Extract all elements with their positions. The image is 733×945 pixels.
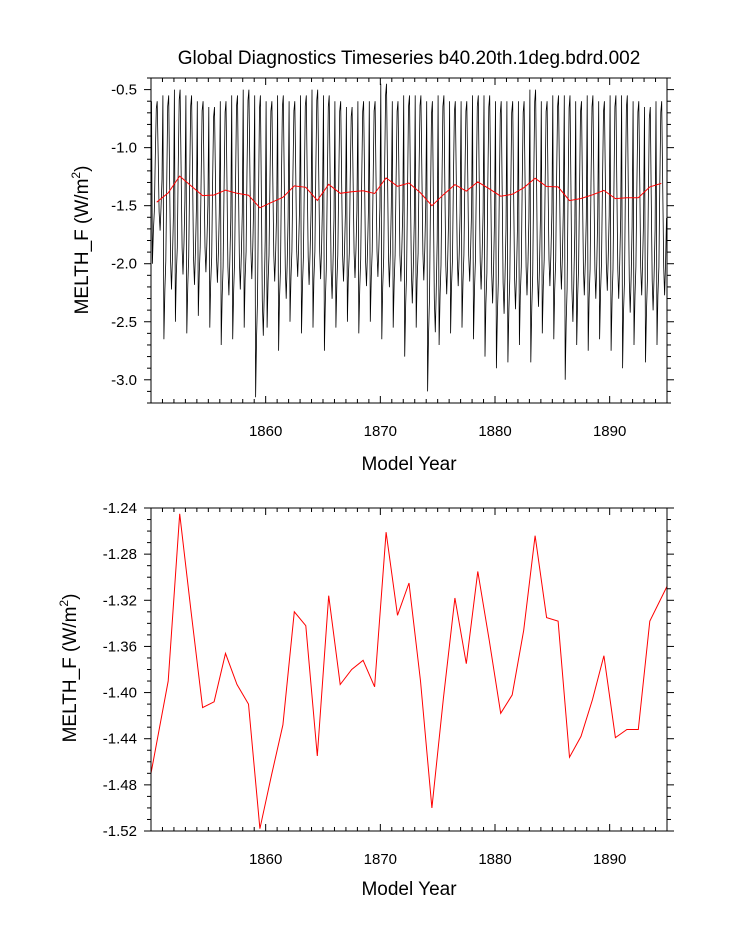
bottom-chart-frame [150, 507, 668, 832]
y-tick-label: -2.0 [111, 256, 137, 273]
y-tick-label: -1.48 [103, 777, 137, 794]
top-chart-xlabel: Model Year [361, 454, 457, 475]
top-chart-ylabel: MELTH_F (W/m2) [69, 166, 93, 315]
y-tick-label: -1.40 [103, 685, 137, 702]
x-tick-label: 1860 [249, 851, 282, 868]
x-tick-label: 1890 [593, 851, 626, 868]
chart-title: Global Diagnostics Timeseries b40.20th.1… [178, 48, 641, 69]
top-chart-ticks [144, 77, 674, 404]
bottom-chart-xtick-labels: 1860 1870 1880 1890 [249, 851, 626, 868]
bottom-chart-xlabel: Model Year [361, 879, 457, 900]
y-tick-label: -3.0 [111, 372, 137, 389]
bottom-chart-ytick-labels: -1.52 -1.48 -1.44 -1.40 -1.36 -1.32 -1.28 -1.24 [103, 500, 137, 840]
bottom-chart-ticks [144, 507, 674, 832]
bottom-chart: -1.52 -1.48 -1.44 -1.40 -1.36 -1.32 -1.28 -1.24… [57, 500, 674, 900]
series-line-annual-mean [150, 513, 668, 829]
x-tick-label: 1860 [249, 423, 282, 440]
series-line-annual-mean [156, 175, 662, 209]
top-chart-ylabel-close: ) [72, 166, 93, 172]
y-tick-label: -1.52 [103, 823, 137, 840]
top-chart: Global Diagnostics Timeseries b40.20th.1… [69, 48, 674, 475]
bottom-chart-ylabel-sup: 2 [57, 600, 71, 607]
y-tick-label: -1.28 [103, 546, 137, 563]
series-line-monthly [151, 83, 667, 398]
x-tick-label: 1880 [478, 423, 511, 440]
top-chart-ylabel-main: MELTH_F (W/m [72, 179, 93, 315]
top-chart-ytick-labels: -3.0 -2.5 -2.0 -1.5 -1.0 -0.5 [111, 82, 137, 389]
y-tick-label: -1.32 [103, 592, 137, 609]
y-tick-label: -1.5 [111, 198, 137, 215]
x-tick-label: 1880 [478, 851, 511, 868]
y-tick-label: -2.5 [111, 314, 137, 331]
y-tick-label: -1.36 [103, 638, 137, 655]
bottom-chart-series [150, 513, 668, 829]
top-chart-ylabel-sup: 2 [69, 172, 83, 179]
bottom-chart-ylabel: MELTH_F (W/m2) [57, 594, 81, 743]
y-tick-label: -1.0 [111, 140, 137, 157]
x-tick-label: 1870 [364, 423, 397, 440]
x-tick-label: 1890 [593, 423, 626, 440]
bottom-chart-ylabel-main: MELTH_F (W/m [60, 607, 81, 743]
y-tick-label: -1.24 [103, 500, 137, 517]
top-chart-frame [150, 77, 668, 404]
x-tick-label: 1870 [364, 851, 397, 868]
top-chart-xtick-labels: 1860 1870 1880 1890 [249, 423, 626, 440]
y-tick-label: -1.44 [103, 731, 137, 748]
bottom-chart-ylabel-close: ) [60, 594, 81, 600]
y-tick-label: -0.5 [111, 82, 137, 99]
top-chart-series [151, 83, 667, 398]
